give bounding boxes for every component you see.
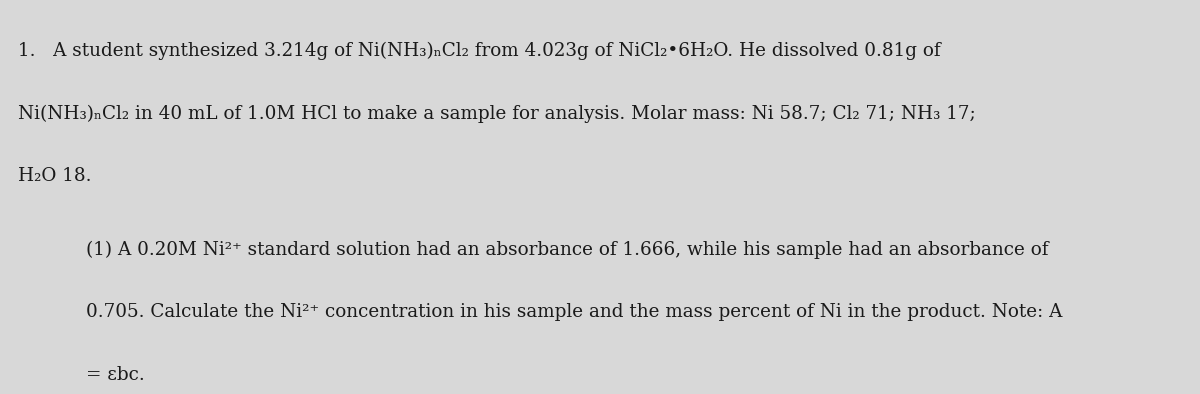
Text: (1) A 0.20M Ni²⁺ standard solution had an absorbance of 1.666, while his sample : (1) A 0.20M Ni²⁺ standard solution had a… — [86, 240, 1049, 258]
Text: Ni(NH₃)ₙCl₂ in 40 mL of 1.0M HCl to make a sample for analysis. Molar mass: Ni 5: Ni(NH₃)ₙCl₂ in 40 mL of 1.0M HCl to make… — [18, 104, 976, 123]
Text: = εbc.: = εbc. — [86, 366, 145, 385]
Text: H₂O 18.: H₂O 18. — [18, 167, 91, 186]
Text: 0.705. Calculate the Ni²⁺ concentration in his sample and the mass percent of Ni: 0.705. Calculate the Ni²⁺ concentration … — [86, 303, 1063, 322]
Text: 1.   A student synthesized 3.214g of Ni(NH₃)ₙCl₂ from 4.023g of NiCl₂•6H₂O. He d: 1. A student synthesized 3.214g of Ni(NH… — [18, 41, 941, 59]
